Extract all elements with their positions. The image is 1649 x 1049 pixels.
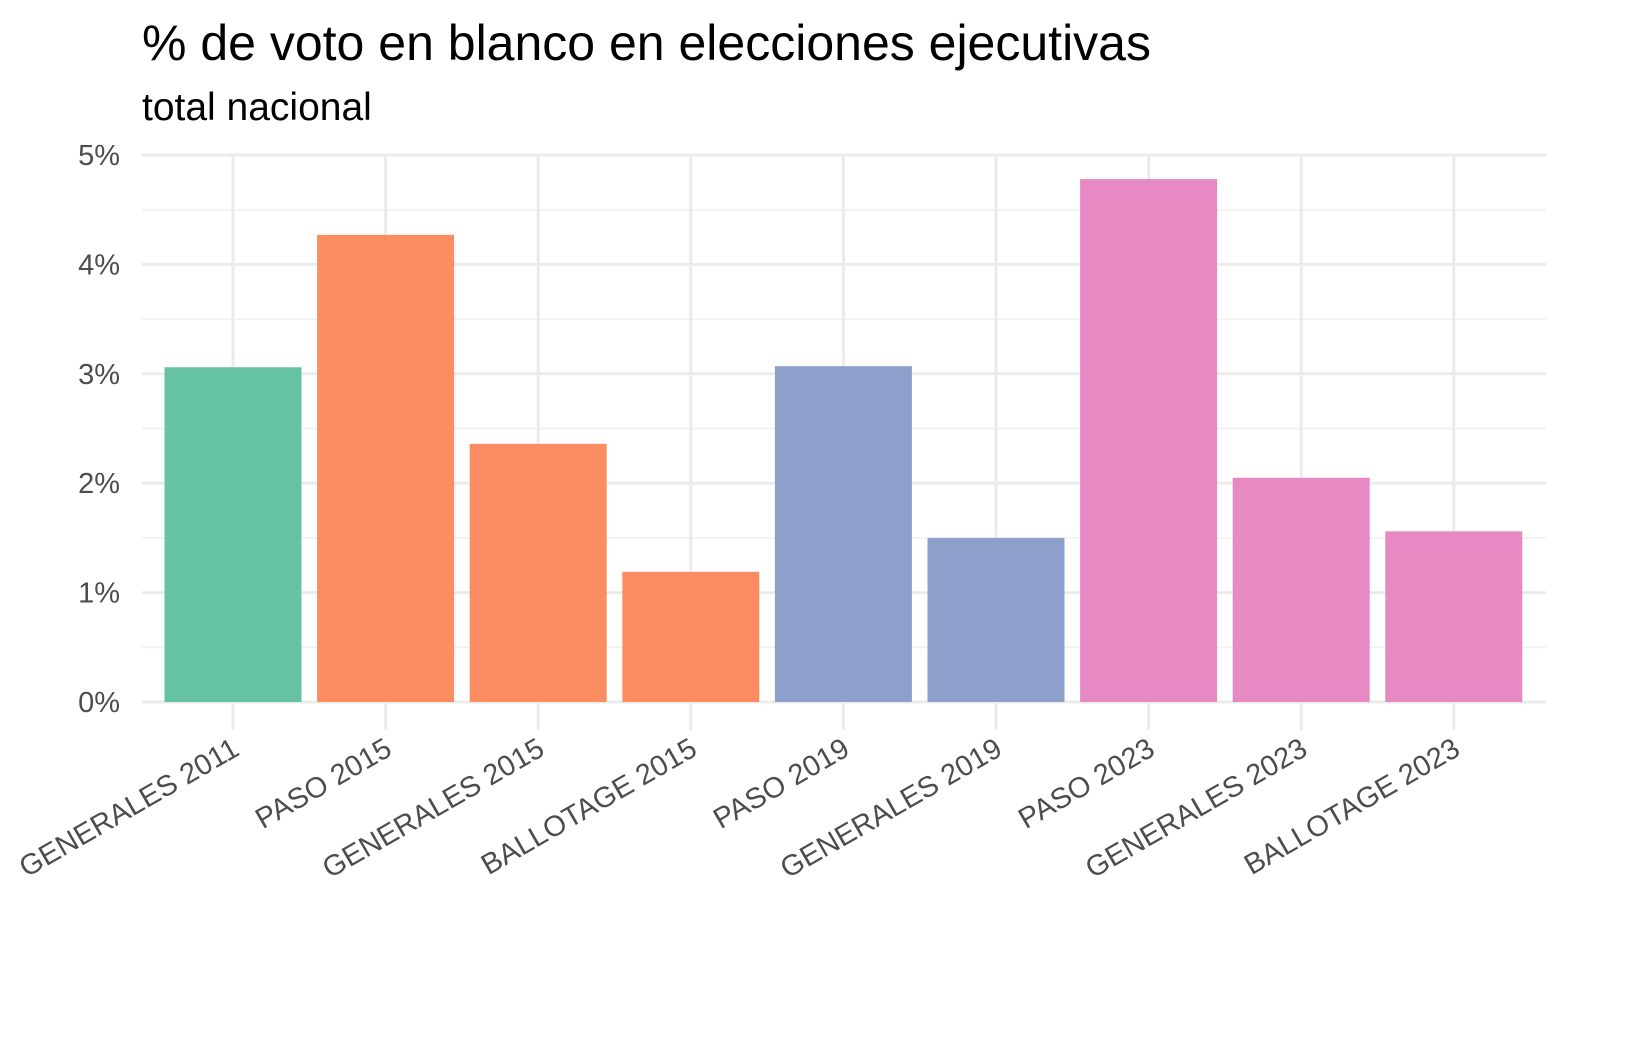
y-tick-label: 3% <box>78 359 120 391</box>
chart-title: % de voto en blanco en elecciones ejecut… <box>142 15 1151 71</box>
bar <box>1232 477 1370 702</box>
bar <box>774 366 912 702</box>
bar <box>622 571 760 702</box>
y-tick-label: 5% <box>78 140 120 172</box>
y-tick-label: 4% <box>78 249 120 281</box>
x-tick-label: PASO 2015 <box>250 732 397 835</box>
bar <box>1385 531 1523 702</box>
x-tick-label: GENERALES 2011 <box>14 732 245 884</box>
bar <box>1080 179 1218 702</box>
bar <box>317 234 455 702</box>
bars <box>164 179 1523 702</box>
y-tick-label: 2% <box>78 468 120 500</box>
x-tick-label: PASO 2019 <box>708 732 855 835</box>
bar <box>164 367 302 702</box>
y-tick-label: 1% <box>78 578 120 610</box>
y-axis-ticks: 0% 1% 2% 3% 4% 5% <box>78 140 120 719</box>
bar <box>469 443 607 702</box>
x-tick-label: PASO 2023 <box>1013 732 1160 835</box>
chart-subtitle: total nacional <box>142 86 372 129</box>
bar <box>927 537 1065 702</box>
y-tick-label: 0% <box>78 687 120 719</box>
